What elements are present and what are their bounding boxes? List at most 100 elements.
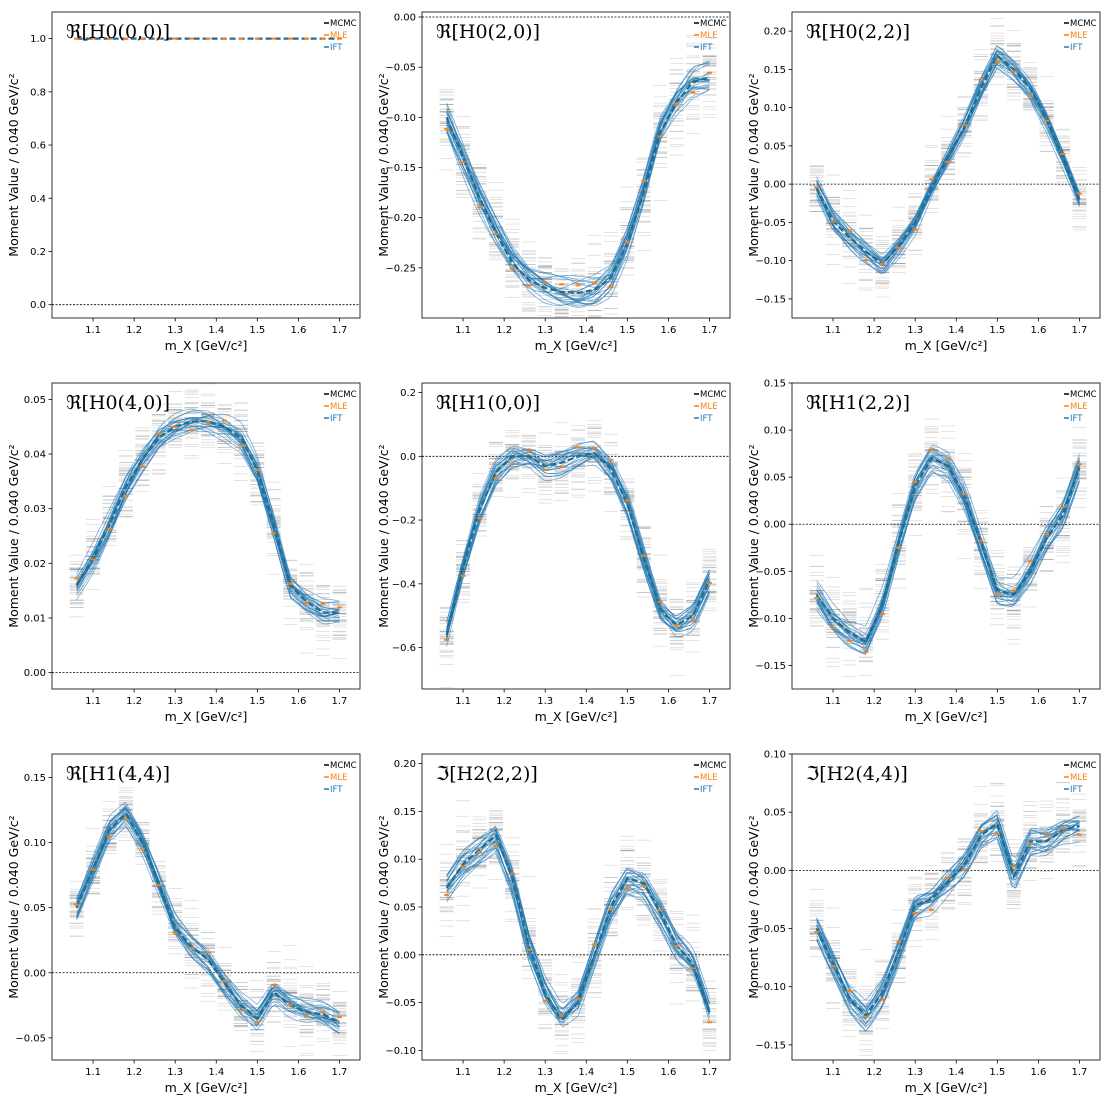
ift-sample-curve (446, 89, 710, 306)
legend-label: MCMC (700, 19, 727, 29)
ift-mean-curve (815, 456, 1081, 644)
x-tick-label: 1.1 (85, 325, 101, 336)
legend-label: IFT (700, 43, 713, 53)
y-tick-label: 0.4 (30, 194, 46, 205)
legend: MCMC MLE IFT (1064, 19, 1097, 53)
y-tick-label: 0.00 (764, 520, 786, 531)
y-tick-label: −0.2 (392, 516, 416, 527)
mle-points (814, 448, 1082, 653)
x-axis-label: m_X [GeV/c²] (905, 338, 988, 353)
y-tick-label: 0.05 (24, 903, 46, 914)
y-tick-label: 0.10 (764, 103, 786, 114)
x-tick-label: 1.7 (332, 696, 348, 707)
mle-points (74, 818, 342, 1024)
x-tick-label: 1.4 (948, 325, 964, 336)
x-tick-label: 1.7 (702, 696, 718, 707)
ift-sample-curve (446, 85, 710, 302)
ift-sample-curve (76, 423, 340, 617)
axes-frame (791, 11, 1101, 319)
x-axis-label: m_X [GeV/c²] (165, 338, 248, 353)
ift-sample-curve (76, 807, 340, 1028)
ift-sample-curve (816, 453, 1080, 650)
legend-label: MLE (330, 402, 347, 412)
y-tick-label: 0.00 (764, 180, 786, 191)
ift-sample-curve (76, 813, 340, 1022)
mcmc-samples (69, 774, 347, 1056)
y-tick-label: 0.01 (24, 613, 46, 624)
x-tick-label: 1.1 (825, 325, 841, 336)
x-tick-label: 1.5 (249, 696, 265, 707)
ift-sample-curve (446, 87, 710, 309)
y-tick-label: 0.05 (764, 473, 786, 484)
ift-sample-curve (446, 64, 710, 284)
panel-4: 1.1 1.2 1.3 1.4 1.5 1.6 1.7 0.00 0.01 0.02 0.03 0.0… (6, 382, 361, 724)
x-tick-label: 1.1 (455, 325, 471, 336)
ift-sample-curve (76, 817, 340, 1023)
legend-label: MCMC (330, 19, 357, 29)
plot-area (792, 18, 1100, 298)
x-tick-label: 1.4 (208, 325, 224, 336)
axes-frame (421, 382, 731, 690)
ift-samples (76, 408, 340, 625)
legend-label: MCMC (1070, 19, 1097, 29)
y-tick-label: −0.6 (392, 643, 416, 654)
legend: MCMC MLE IFT (1064, 390, 1097, 424)
panel-3: 1.1 1.2 1.3 1.4 1.5 1.6 1.7 −0.15 −0.10 −0.05 0.00… (746, 11, 1101, 353)
ift-sample-curve (446, 60, 710, 280)
legend-label: MLE (330, 31, 347, 41)
x-tick-label: 1.3 (907, 696, 923, 707)
legend-label: IFT (700, 414, 713, 424)
plot-area (52, 383, 360, 674)
plot-area (422, 402, 730, 689)
panel-7: 1.1 1.2 1.3 1.4 1.5 1.6 1.7 0.15 0.10 0.05 0.00 −0.… (6, 753, 361, 1095)
ift-sample-curve (446, 450, 710, 637)
x-tick-label: 1.6 (290, 325, 306, 336)
legend-label: MLE (330, 773, 347, 783)
x-tick-label: 1.3 (537, 696, 553, 707)
legend: MCMC MLE IFT (694, 19, 727, 53)
axes-frame (51, 753, 361, 1061)
ift-samples (446, 440, 710, 647)
x-tick-label: 1.6 (290, 1067, 306, 1078)
x-axis-label: m_X [GeV/c²] (165, 1080, 248, 1095)
y-tick-label: 0.02 (24, 559, 46, 570)
ift-sample-curve (816, 456, 1080, 646)
plot-area (422, 800, 730, 1054)
legend-label: IFT (330, 43, 343, 53)
y-tick-label: −0.10 (755, 614, 786, 625)
y-tick-label: −0.10 (755, 256, 786, 267)
plot-area (422, 16, 730, 318)
panel-title: ℜ[H1(0,0)] (436, 392, 540, 414)
x-tick-label: 1.2 (126, 696, 142, 707)
x-tick-label: 1.1 (85, 696, 101, 707)
x-tick-label: 1.2 (866, 696, 882, 707)
y-tick-label: −0.15 (385, 163, 416, 174)
y-axis-label: Moment Value / 0.040 GeV/c² (376, 73, 391, 256)
ift-sample-curve (446, 440, 710, 631)
y-tick-label: −0.05 (755, 218, 786, 229)
x-tick-label: 1.6 (1030, 696, 1046, 707)
ift-mean-curve (445, 451, 711, 636)
ift-sample-curve (446, 447, 710, 631)
ift-sample-curve (76, 810, 340, 1029)
y-tick-label: 0.00 (24, 968, 46, 979)
x-tick-label: 1.4 (208, 1067, 224, 1078)
y-tick-label: 0.10 (764, 426, 786, 437)
x-tick-label: 1.2 (496, 325, 512, 336)
y-axis-label: Moment Value / 0.040 GeV/c² (746, 73, 761, 256)
x-tick-label: 1.5 (249, 325, 265, 336)
legend: MCMC MLE IFT (324, 761, 357, 795)
axes-frame (791, 382, 1101, 690)
mle-points (444, 71, 712, 289)
ift-sample-curve (76, 824, 340, 1026)
ift-samples (816, 444, 1080, 655)
mcmc-samples (439, 402, 717, 689)
ift-sample-curve (76, 805, 340, 1034)
ift-sample-curve (76, 825, 340, 1031)
x-tick-label: 1.5 (989, 325, 1005, 336)
legend-label: MCMC (330, 390, 357, 400)
y-tick-label: 0.8 (30, 87, 46, 98)
ift-mean-curve (75, 420, 340, 614)
y-tick-label: −0.05 (385, 63, 416, 74)
ift-sample-curve (76, 804, 340, 1022)
